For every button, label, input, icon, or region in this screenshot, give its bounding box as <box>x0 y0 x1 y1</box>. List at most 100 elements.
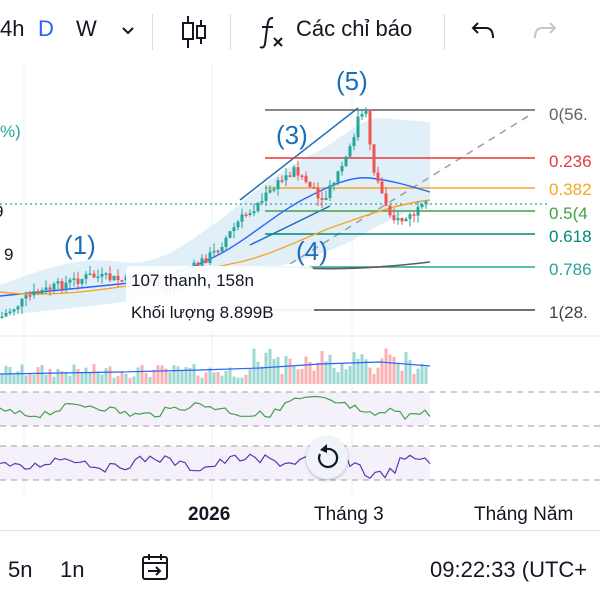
chevron-down-icon[interactable] <box>120 18 136 44</box>
volume-bar <box>308 362 312 384</box>
volume-bar <box>172 365 176 384</box>
candle-body <box>304 175 308 182</box>
candle-body <box>4 313 8 317</box>
candle-body <box>356 116 360 138</box>
candle-body <box>0 316 4 318</box>
candle-body <box>324 197 328 201</box>
replay-button[interactable] <box>306 437 348 479</box>
volume-bar <box>400 370 404 384</box>
candle-body <box>84 274 88 279</box>
fibonacci-retracement <box>265 109 535 311</box>
candle-body <box>116 275 120 281</box>
bollinger-band <box>0 118 430 315</box>
candle-body <box>416 207 420 216</box>
volume-bar <box>296 369 300 384</box>
candle-body <box>328 185 332 198</box>
candle-body <box>380 181 384 194</box>
undo-icon[interactable] <box>470 20 496 48</box>
fib-label-0236: 0.236 <box>549 152 592 171</box>
candle-body <box>216 250 220 253</box>
volume-bar <box>40 365 44 384</box>
indicators-button[interactable]: Các chỉ báo <box>296 16 413 41</box>
volume-bar <box>320 351 324 384</box>
candle-body <box>120 280 124 282</box>
volume-bar <box>144 372 148 384</box>
candle-body <box>240 214 244 222</box>
candle-body <box>404 218 408 222</box>
volume-bar <box>52 376 56 384</box>
volume-bar <box>160 365 164 384</box>
volume-bar <box>248 369 252 384</box>
candle-body <box>300 175 304 178</box>
candle-body <box>96 276 100 279</box>
candle-body <box>64 282 68 289</box>
redo-icon[interactable] <box>532 20 558 48</box>
volume-bar <box>404 351 408 384</box>
volume-bar <box>152 369 156 384</box>
candle-body <box>248 213 252 215</box>
ma-blue-line <box>0 177 431 297</box>
indicators-fx-icon[interactable] <box>258 14 286 56</box>
candle-body <box>408 214 412 219</box>
volume-bar <box>348 365 352 384</box>
candle-body <box>48 287 52 290</box>
fib-label-0786: 0.786 <box>549 260 592 279</box>
candle-body <box>24 295 28 299</box>
ma-orange-line <box>0 199 431 295</box>
toolbar-divider <box>152 14 153 50</box>
interval-w-button[interactable]: W <box>76 16 97 41</box>
interval-d-button[interactable]: D <box>38 16 54 41</box>
candle-body <box>72 278 76 281</box>
volume-bar <box>272 358 276 384</box>
volume-bar <box>412 374 416 384</box>
candle-body <box>220 246 224 252</box>
refresh-icon <box>318 444 339 468</box>
volume-bar <box>212 372 216 384</box>
candle-body <box>400 218 404 222</box>
time-label-thang-nam: Tháng Năm <box>474 504 574 525</box>
volume-bar <box>100 374 104 384</box>
volume-bar <box>316 362 320 384</box>
volume-bar <box>312 370 316 384</box>
crosshair-tooltip: 107 thanh, 158n Khối lượng 8.899B <box>126 266 314 330</box>
candle-body <box>316 188 320 199</box>
volume-bar <box>216 372 220 384</box>
left-clipped-label: %) <box>0 122 21 141</box>
price-chart[interactable]: 0(56. 0.236 0.382 0.5(4 0.618 0.786 1(28… <box>0 64 600 530</box>
volume-bar <box>136 367 140 384</box>
range-5n-button[interactable]: 5n <box>8 557 33 582</box>
candle-body <box>420 204 424 208</box>
range-1n-button[interactable]: 1n <box>60 557 85 582</box>
volume-bar <box>180 370 184 384</box>
volume-bar <box>264 352 268 384</box>
candle-body <box>332 182 336 186</box>
goto-date-icon[interactable] <box>140 553 172 589</box>
toolbar-divider <box>230 14 231 50</box>
candle-body <box>292 167 296 177</box>
clock-timezone[interactable]: 09:22:33 (UTC+ <box>430 557 588 582</box>
volume-bar <box>184 367 188 384</box>
volume-bar <box>128 377 132 384</box>
volume-bar <box>364 359 368 384</box>
volume-bar <box>336 372 340 384</box>
candle-body <box>368 111 372 145</box>
volume-bar <box>376 367 380 384</box>
candle-body <box>228 231 232 238</box>
candle-body <box>280 180 284 182</box>
candle-body <box>372 144 376 173</box>
toolbar-divider <box>444 14 445 50</box>
candlestick-type-icon[interactable] <box>180 14 208 56</box>
chart-canvas[interactable]: 0(56. 0.236 0.382 0.5(4 0.618 0.786 1(28… <box>0 64 600 530</box>
volume-bar <box>352 352 356 384</box>
volume-bar <box>16 371 20 384</box>
volume-bars <box>0 348 428 384</box>
time-axis: 2026 Tháng 3 Tháng Năm <box>0 500 600 530</box>
stoch-background <box>0 446 430 480</box>
volume-bar <box>156 365 160 384</box>
interval-4h-button[interactable]: 4h <box>0 16 25 41</box>
volume-bar <box>208 367 212 384</box>
candle-body <box>212 250 216 253</box>
volume-bar <box>104 368 108 384</box>
wave-label-1: (1) <box>64 230 96 260</box>
fib-label-1: 1(28. <box>549 303 588 322</box>
